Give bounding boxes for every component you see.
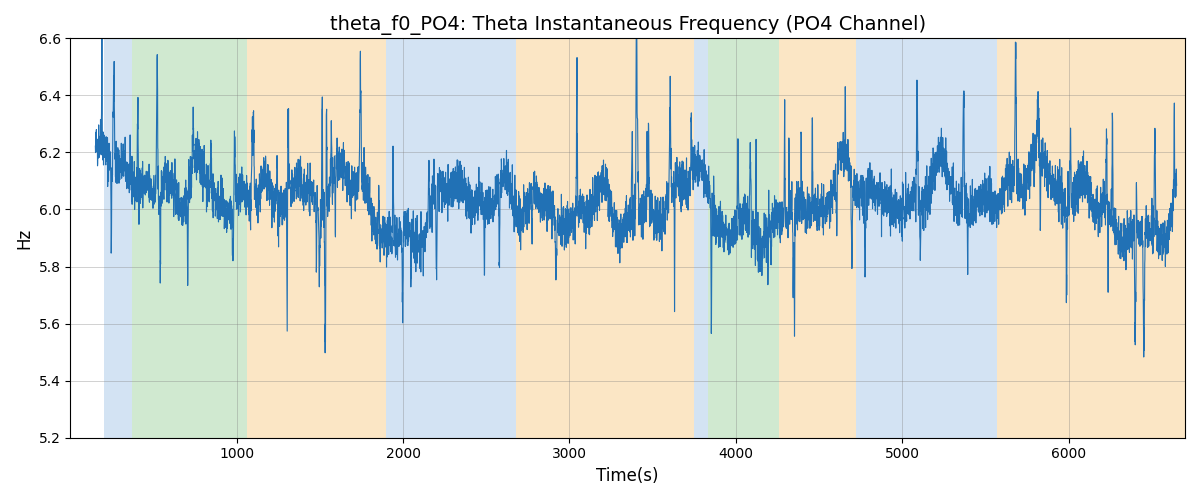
Bar <box>132 38 247 438</box>
Bar <box>516 38 695 438</box>
Bar <box>386 38 516 438</box>
Y-axis label: Hz: Hz <box>14 228 32 248</box>
Bar <box>779 38 856 438</box>
Title: theta_f0_PO4: Theta Instantaneous Frequency (PO4 Channel): theta_f0_PO4: Theta Instantaneous Freque… <box>330 15 925 35</box>
Bar <box>247 38 386 438</box>
Bar <box>103 38 132 438</box>
Bar <box>997 38 1186 438</box>
Bar <box>856 38 997 438</box>
Bar <box>708 38 779 438</box>
X-axis label: Time(s): Time(s) <box>596 467 659 485</box>
Bar <box>695 38 708 438</box>
